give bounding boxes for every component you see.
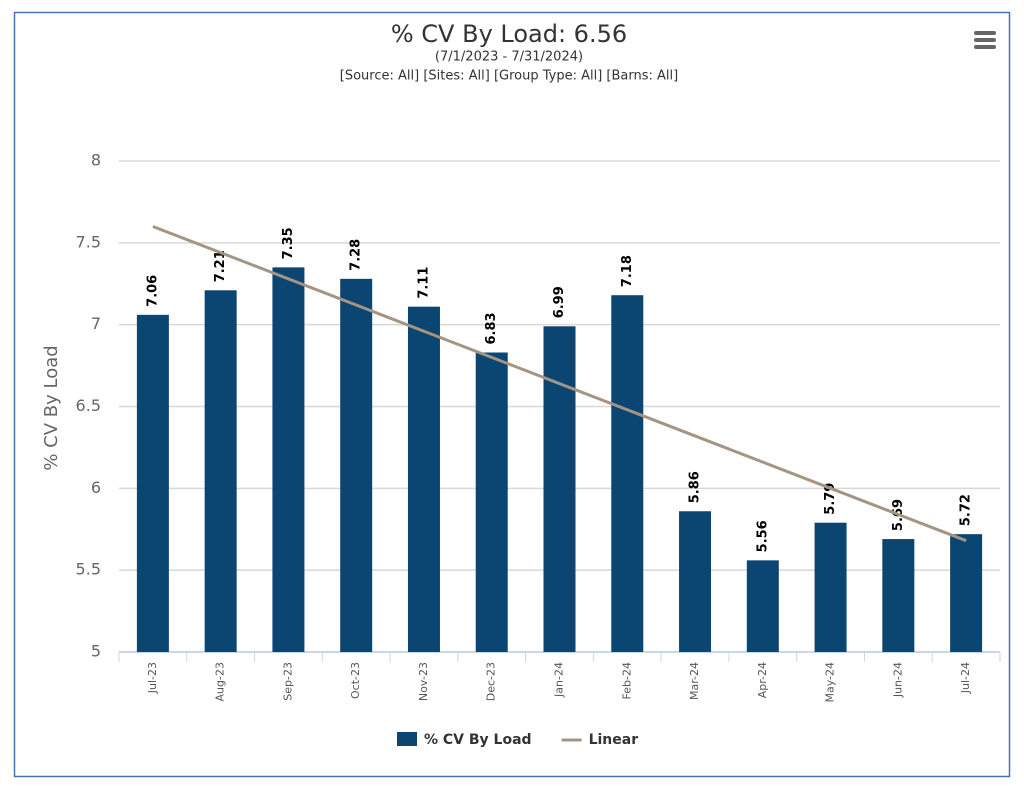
x-tick-label: Aug-23 (214, 662, 227, 701)
data-label: 5.56 (755, 520, 770, 552)
x-tick-label: Mar-24 (688, 662, 701, 700)
data-label: 7.06 (145, 275, 160, 307)
data-label: 7.21 (213, 250, 228, 282)
bar (611, 295, 644, 652)
y-axis-label: % CV By Load (41, 345, 62, 470)
x-tick-label: Oct-23 (349, 662, 362, 699)
data-label: 5.72 (959, 494, 974, 526)
data-label: 7.18 (620, 255, 635, 287)
y-tick-label: 7 (91, 314, 101, 333)
y-tick-label: 6 (91, 478, 101, 497)
bar (814, 522, 847, 652)
bar (475, 352, 508, 652)
legend-label: % CV By Load (424, 732, 532, 748)
menu-bar (974, 38, 996, 42)
y-tick-label: 7.5 (76, 232, 101, 251)
bar (340, 278, 373, 652)
x-tick-label: Jun-24 (891, 662, 904, 698)
x-tick-label: Dec-23 (485, 662, 498, 701)
data-label: 5.86 (688, 471, 703, 503)
data-label: 7.11 (416, 267, 431, 299)
chart-subtitle: (7/1/2023 - 7/31/2024) (435, 50, 583, 65)
y-tick-label: 5.5 (76, 560, 101, 579)
trend-line (152, 225, 967, 543)
x-tick-label: Jul-24 (959, 662, 972, 694)
bar (882, 539, 915, 652)
x-tick-label: Jan-24 (553, 662, 566, 698)
bar (204, 290, 237, 652)
legend-swatch (397, 732, 417, 746)
x-tick-label: May-24 (824, 662, 837, 703)
menu-bar (974, 31, 996, 35)
y-tick-label: 5 (91, 642, 101, 661)
legend-label: Linear (589, 732, 639, 748)
x-tick-label: Nov-23 (417, 662, 430, 701)
data-label: 7.28 (349, 239, 364, 271)
bar (407, 306, 440, 652)
bar (950, 534, 983, 652)
data-label: 6.99 (552, 286, 567, 318)
x-tick-label: Sep-23 (281, 662, 294, 701)
data-label: 6.83 (484, 312, 499, 344)
x-tick-label: Jul-23 (146, 662, 159, 694)
y-tick-label: 8 (91, 151, 101, 170)
bar (543, 326, 576, 652)
menu-bar (974, 45, 996, 49)
bar (136, 314, 169, 652)
x-tick-label: Feb-24 (620, 662, 633, 699)
y-tick-label: 6.5 (76, 396, 101, 415)
data-label: 7.35 (281, 227, 296, 259)
x-tick-label: Apr-24 (756, 662, 769, 698)
menu-icon[interactable] (974, 31, 996, 49)
chart-title: % CV By Load: 6.56 (391, 20, 627, 48)
bar (272, 267, 305, 652)
bar (746, 560, 779, 652)
chart-subtitle: [Source: All] [Sites: All] [Group Type: … (340, 69, 678, 84)
bar (679, 511, 712, 652)
